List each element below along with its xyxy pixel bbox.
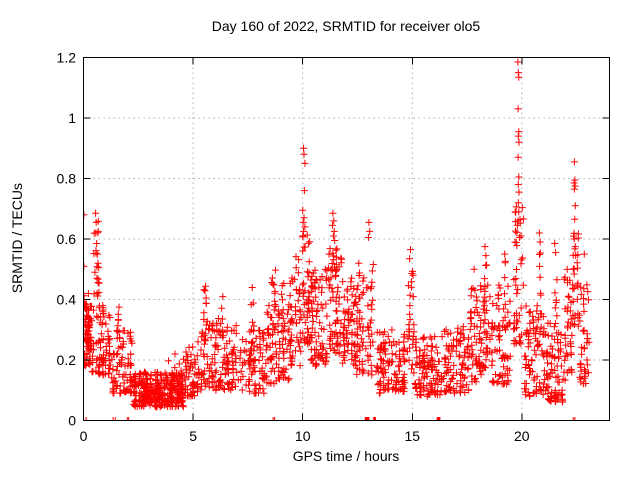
x-tick-label: 5 xyxy=(189,428,197,444)
chart-title: Day 160 of 2022, SRMTID for receiver olo… xyxy=(211,18,481,34)
x-tick-label: 15 xyxy=(405,428,421,444)
y-tick-label: 0.4 xyxy=(57,292,77,308)
y-tick-label: 1.2 xyxy=(57,50,77,66)
scatter-markers xyxy=(83,58,593,421)
x-axis-label: GPS time / hours xyxy=(292,448,400,464)
y-tick-label: 1 xyxy=(68,110,76,126)
y-tick-label: 0.2 xyxy=(57,352,77,368)
y-axis-label: SRMTID / TECUs xyxy=(9,183,25,294)
y-tick-label: 0.8 xyxy=(57,171,77,187)
x-tick-label: 10 xyxy=(295,428,311,444)
y-tick-label: 0.6 xyxy=(57,231,77,247)
y-tick-label: 0 xyxy=(68,413,76,429)
x-tick-label: 20 xyxy=(514,428,530,444)
plot-border xyxy=(83,57,610,421)
x-tick-label: 0 xyxy=(80,428,88,444)
y-axis-label-wrap: SRMTID / TECUs xyxy=(4,57,30,420)
